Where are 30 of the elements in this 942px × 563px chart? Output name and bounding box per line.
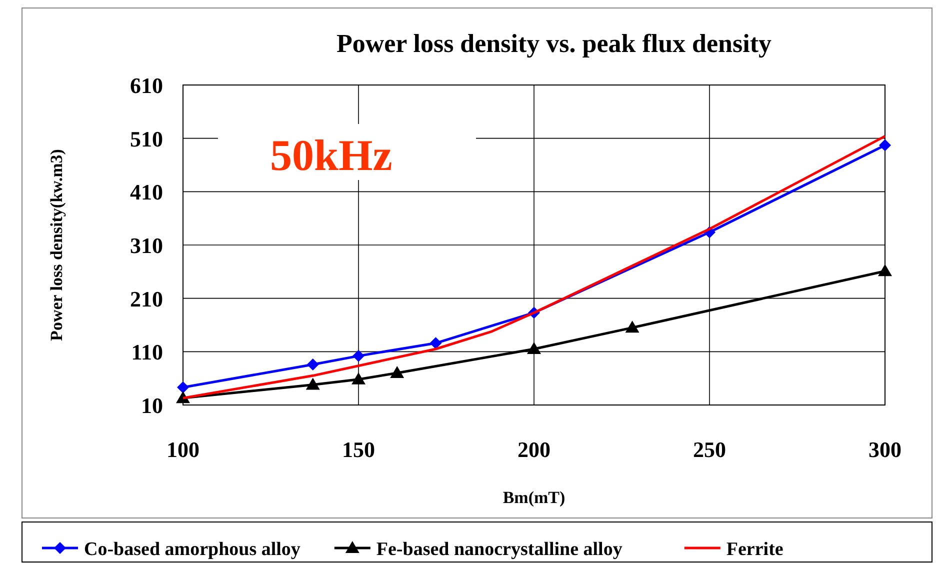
y-tick-label: 310 <box>130 233 163 258</box>
point <box>352 350 364 362</box>
point <box>878 264 892 276</box>
legend-label: Ferrite <box>726 539 784 560</box>
point <box>527 342 541 354</box>
chart-title: Power loss density vs. peak flux density <box>336 29 772 58</box>
x-tick-label: 250 <box>693 437 726 462</box>
x-axis-title: Bm(mT) <box>502 488 566 507</box>
y-tick-label: 10 <box>141 393 163 418</box>
x-tick-label: 100 <box>166 437 200 462</box>
point <box>390 366 404 378</box>
point <box>625 320 640 333</box>
y-tick-label: 210 <box>130 286 163 312</box>
point <box>306 358 319 370</box>
point <box>879 139 891 152</box>
point <box>306 378 320 390</box>
x-tick-label: 200 <box>518 437 550 462</box>
y-tick-label: 110 <box>131 340 163 365</box>
y-tick-label: 510 <box>130 126 163 152</box>
point <box>352 372 366 384</box>
y-tick-label: 410 <box>130 180 163 205</box>
annotation: 50kHz <box>270 131 392 180</box>
x-tick-label: 150 <box>342 437 375 462</box>
legend-label: Fe-based nanocrystalline alloy <box>376 539 623 560</box>
y-axis-title: Power loss density(kw.m3) <box>47 149 66 341</box>
y-tick-label: 610 <box>130 73 163 98</box>
x-tick-label: 300 <box>868 437 902 462</box>
point <box>177 381 189 394</box>
point <box>430 337 442 350</box>
legend-label: Co-based amorphous alloy <box>84 539 301 560</box>
